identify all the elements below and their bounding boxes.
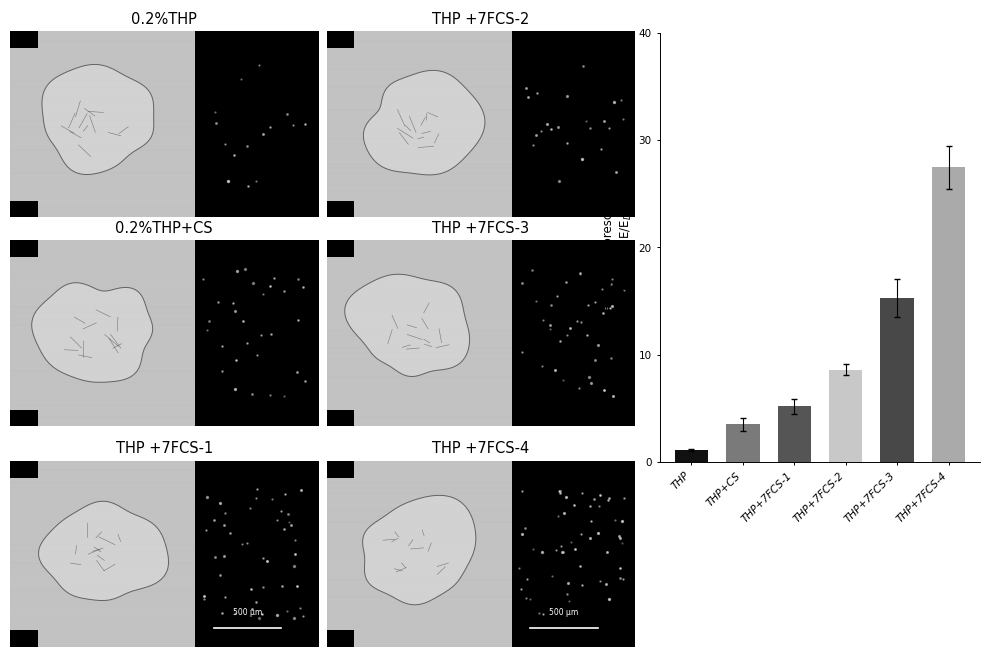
Polygon shape — [32, 282, 153, 382]
Bar — [10, 31, 195, 217]
Bar — [326, 201, 354, 217]
Bar — [10, 409, 38, 426]
Bar — [326, 31, 512, 217]
Bar — [326, 240, 512, 426]
Text: THP +7FCS-2: THP +7FCS-2 — [432, 12, 529, 26]
Bar — [326, 630, 354, 647]
Bar — [326, 461, 354, 478]
Polygon shape — [345, 275, 470, 376]
Bar — [675, 450, 708, 462]
Bar — [326, 31, 354, 48]
Polygon shape — [363, 496, 476, 605]
Bar — [778, 406, 811, 462]
Polygon shape — [363, 71, 485, 175]
Bar — [326, 409, 354, 426]
Polygon shape — [39, 501, 169, 601]
Bar — [829, 370, 862, 462]
Bar — [326, 461, 512, 647]
Bar — [326, 240, 354, 257]
Y-axis label: Relative fluorescence
intensity (E/E$_{Dox}$): Relative fluorescence intensity (E/E$_{D… — [602, 184, 634, 311]
Polygon shape — [42, 65, 154, 174]
Bar — [10, 31, 38, 48]
Text: 500 μm: 500 μm — [233, 608, 262, 617]
Text: 0.2%THP+CS: 0.2%THP+CS — [115, 220, 213, 236]
Bar — [10, 461, 195, 647]
Bar — [880, 298, 914, 462]
Text: THP +7FCS-1: THP +7FCS-1 — [116, 442, 213, 456]
Text: 0.2%THP: 0.2%THP — [131, 12, 197, 26]
Bar — [10, 240, 38, 257]
Bar — [726, 424, 760, 462]
Bar — [932, 167, 965, 462]
Bar — [10, 240, 195, 426]
Bar — [10, 630, 38, 647]
Bar — [10, 201, 38, 217]
Bar — [10, 461, 38, 478]
Text: 500 μm: 500 μm — [549, 608, 579, 617]
Text: THP +7FCS-3: THP +7FCS-3 — [432, 220, 529, 236]
Text: THP +7FCS-4: THP +7FCS-4 — [432, 442, 529, 456]
